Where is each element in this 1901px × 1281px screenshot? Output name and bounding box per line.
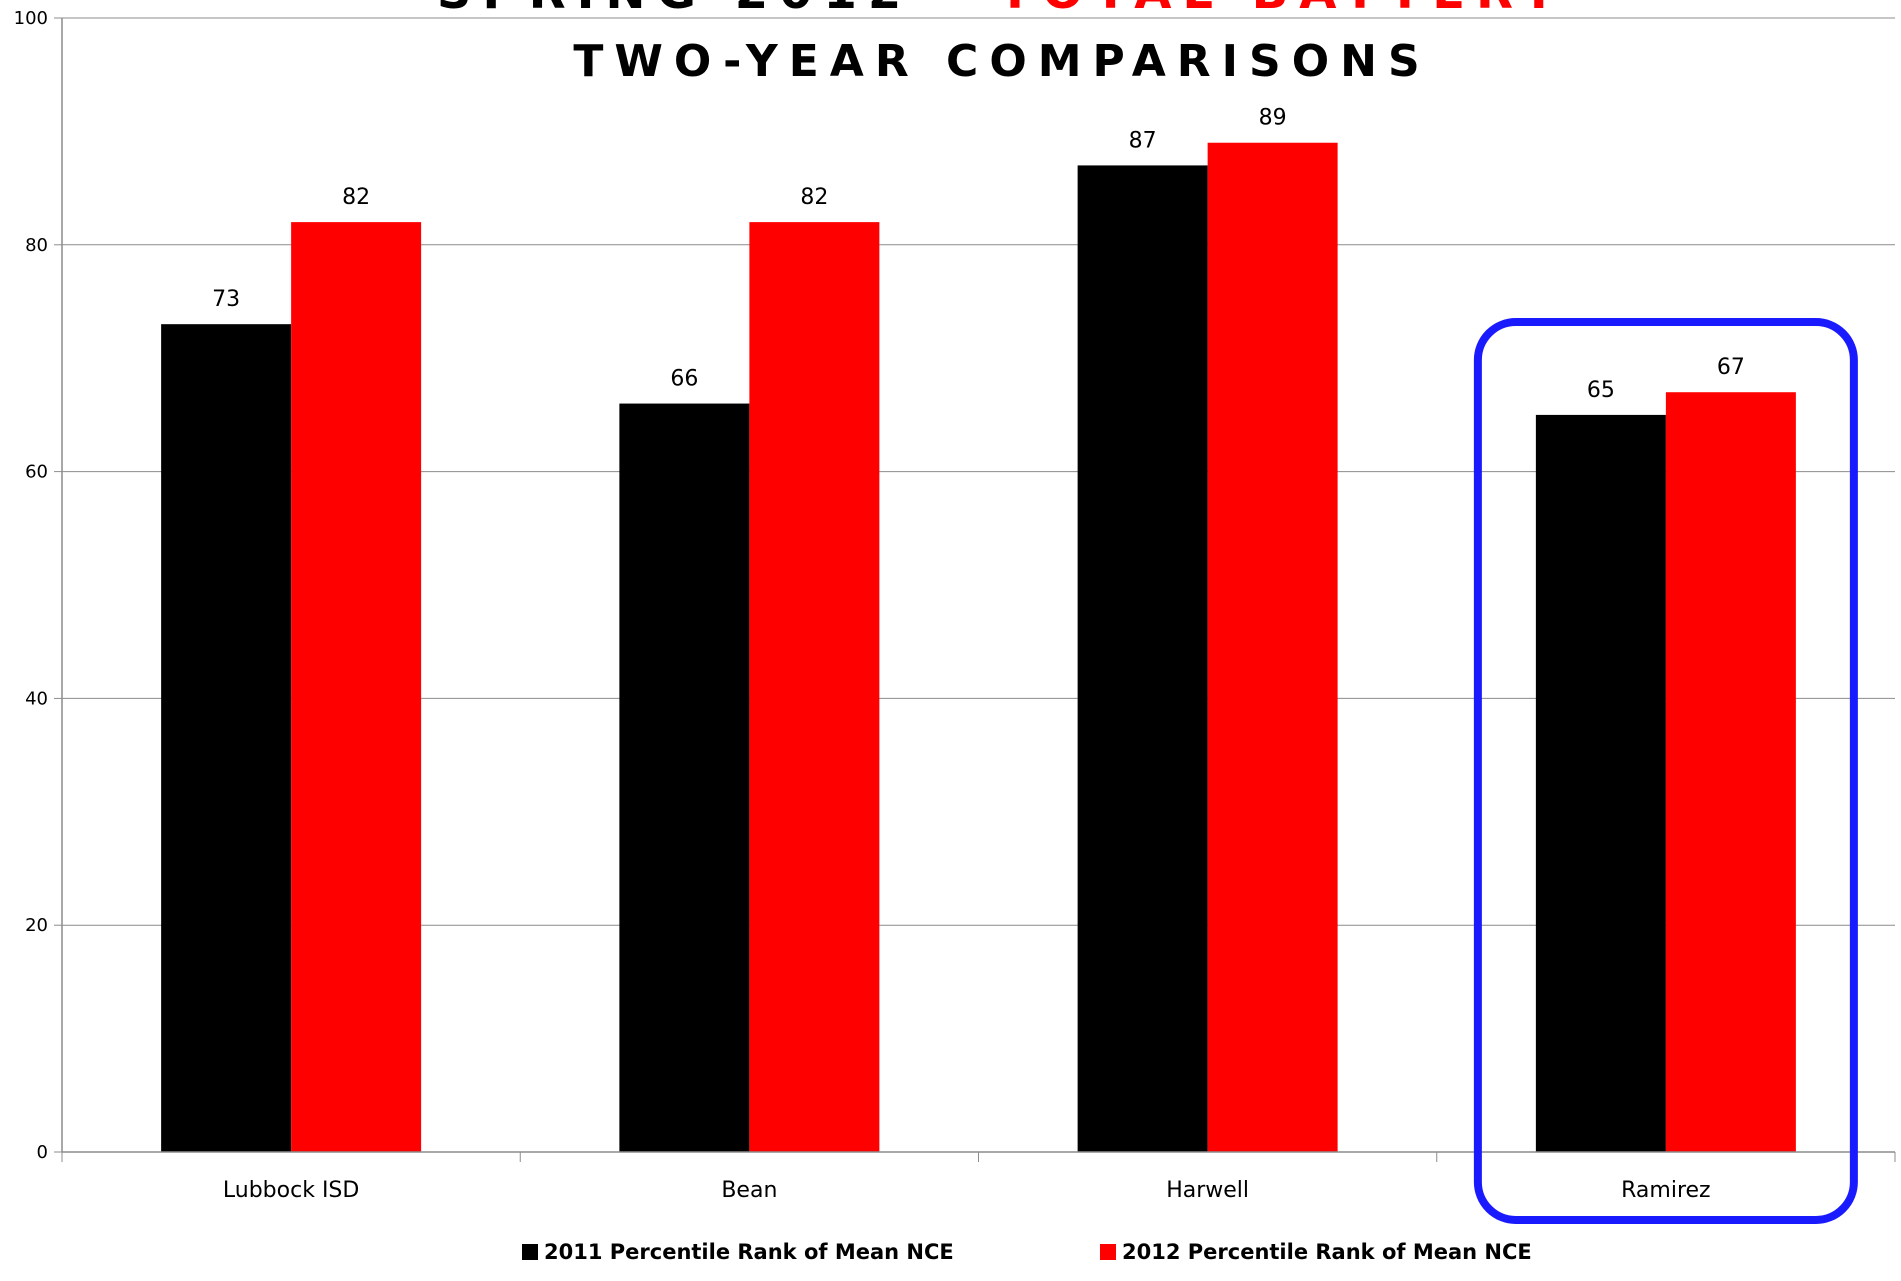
bar: [1077, 165, 1208, 1153]
y-tick-label: 60: [25, 462, 48, 483]
bar: [619, 403, 750, 1152]
title-part-2: TOTAL BATTERY: [999, 0, 1567, 20]
data-label: 65: [1587, 378, 1615, 403]
bar: [1665, 392, 1796, 1153]
data-label: 66: [670, 367, 698, 392]
y-tick-label: 40: [25, 688, 48, 709]
data-label: 82: [342, 185, 370, 210]
bar: [749, 222, 880, 1152]
x-tick-label: Ramirez: [1621, 1178, 1710, 1203]
chart-title-line-1: SPRING 2012 - TOTAL BATTERY: [437, 0, 1567, 20]
legend-swatch: [522, 1244, 538, 1260]
x-tick-label: Harwell: [1166, 1178, 1249, 1203]
legend-label: 2011 Percentile Rank of Mean NCE: [544, 1240, 954, 1264]
data-label: 67: [1717, 355, 1745, 380]
y-tick-label: 100: [14, 8, 48, 29]
bar: [161, 324, 292, 1152]
data-label: 89: [1259, 106, 1287, 131]
data-label: 82: [800, 185, 828, 210]
y-tick-label: 0: [37, 1142, 48, 1163]
bars: [161, 142, 1796, 1153]
y-tick-label: 80: [25, 235, 48, 256]
data-label: 73: [212, 287, 240, 312]
data-labels: 73 82 66 82 87 89 65 67: [212, 106, 1745, 403]
highlight: [1473, 318, 1858, 1224]
legend: 2011 Percentile Rank of Mean NCE 2012 Per…: [522, 1240, 1532, 1264]
legend-swatch: [1100, 1244, 1116, 1260]
bar: [1535, 414, 1666, 1152]
axes: 0 20 40 60 80 100 Lubbock ISD Bean Harwell Ramire…: [14, 8, 1896, 1203]
bar: [291, 222, 422, 1152]
x-tick-label: Lubbock ISD: [223, 1178, 359, 1203]
legend-label: 2012 Percentile Rank of Mean NCE: [1122, 1240, 1532, 1264]
data-label: 87: [1129, 128, 1157, 153]
x-tick-label: Bean: [721, 1178, 777, 1203]
bar: [1207, 142, 1338, 1153]
highlight-box: [1473, 318, 1858, 1224]
chart-title: SPRING 2012 - TOTAL BATTERY TWO-YEAR COM…: [437, 0, 1567, 87]
title-part-1: SPRING 2012 -: [437, 0, 999, 20]
y-tick-label: 20: [25, 915, 48, 936]
chart-title-line-2: TWO-YEAR COMPARISONS: [573, 36, 1430, 87]
